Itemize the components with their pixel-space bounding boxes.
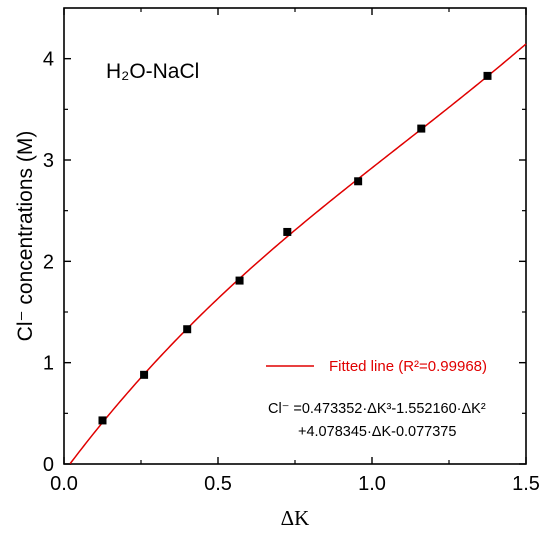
- data-point: [283, 227, 292, 236]
- data-point: [354, 177, 363, 186]
- x-tick-label: 0.0: [50, 473, 78, 495]
- x-axis-title: ΔK: [281, 506, 310, 530]
- y-tick-label: 1: [43, 353, 54, 375]
- equation-line-1: Cl⁻ =0.473352·ΔK³-1.552160·ΔK²: [268, 401, 486, 417]
- system-label: H₂O-NaCl: [106, 60, 199, 83]
- y-tick-label: 0: [43, 454, 54, 476]
- x-tick-label: 0.5: [204, 473, 232, 495]
- y-tick-label: 3: [43, 150, 54, 172]
- legend-label: Fitted line (R²=0.99968): [329, 358, 487, 375]
- data-point: [417, 124, 426, 133]
- y-tick-label: 2: [43, 251, 54, 273]
- x-tick-label: 1.5: [512, 473, 540, 495]
- data-point: [483, 71, 492, 80]
- y-tick-labels: 0 1 2 3 4: [43, 49, 54, 476]
- x-tick-label: 1.0: [358, 473, 386, 495]
- axis-ticks: [63, 8, 527, 465]
- y-tick-label: 4: [43, 49, 54, 71]
- data-point: [98, 416, 107, 425]
- data-points: [98, 71, 492, 425]
- data-point: [140, 370, 149, 379]
- x-tick-labels: 0.0 0.5 1.0 1.5: [50, 473, 540, 495]
- data-point: [183, 325, 192, 334]
- equation-line-2: +4.078345·ΔK-0.077375: [298, 424, 456, 440]
- data-point: [235, 276, 244, 285]
- y-axis-title: Cl⁻ concentrations (M): [14, 131, 37, 342]
